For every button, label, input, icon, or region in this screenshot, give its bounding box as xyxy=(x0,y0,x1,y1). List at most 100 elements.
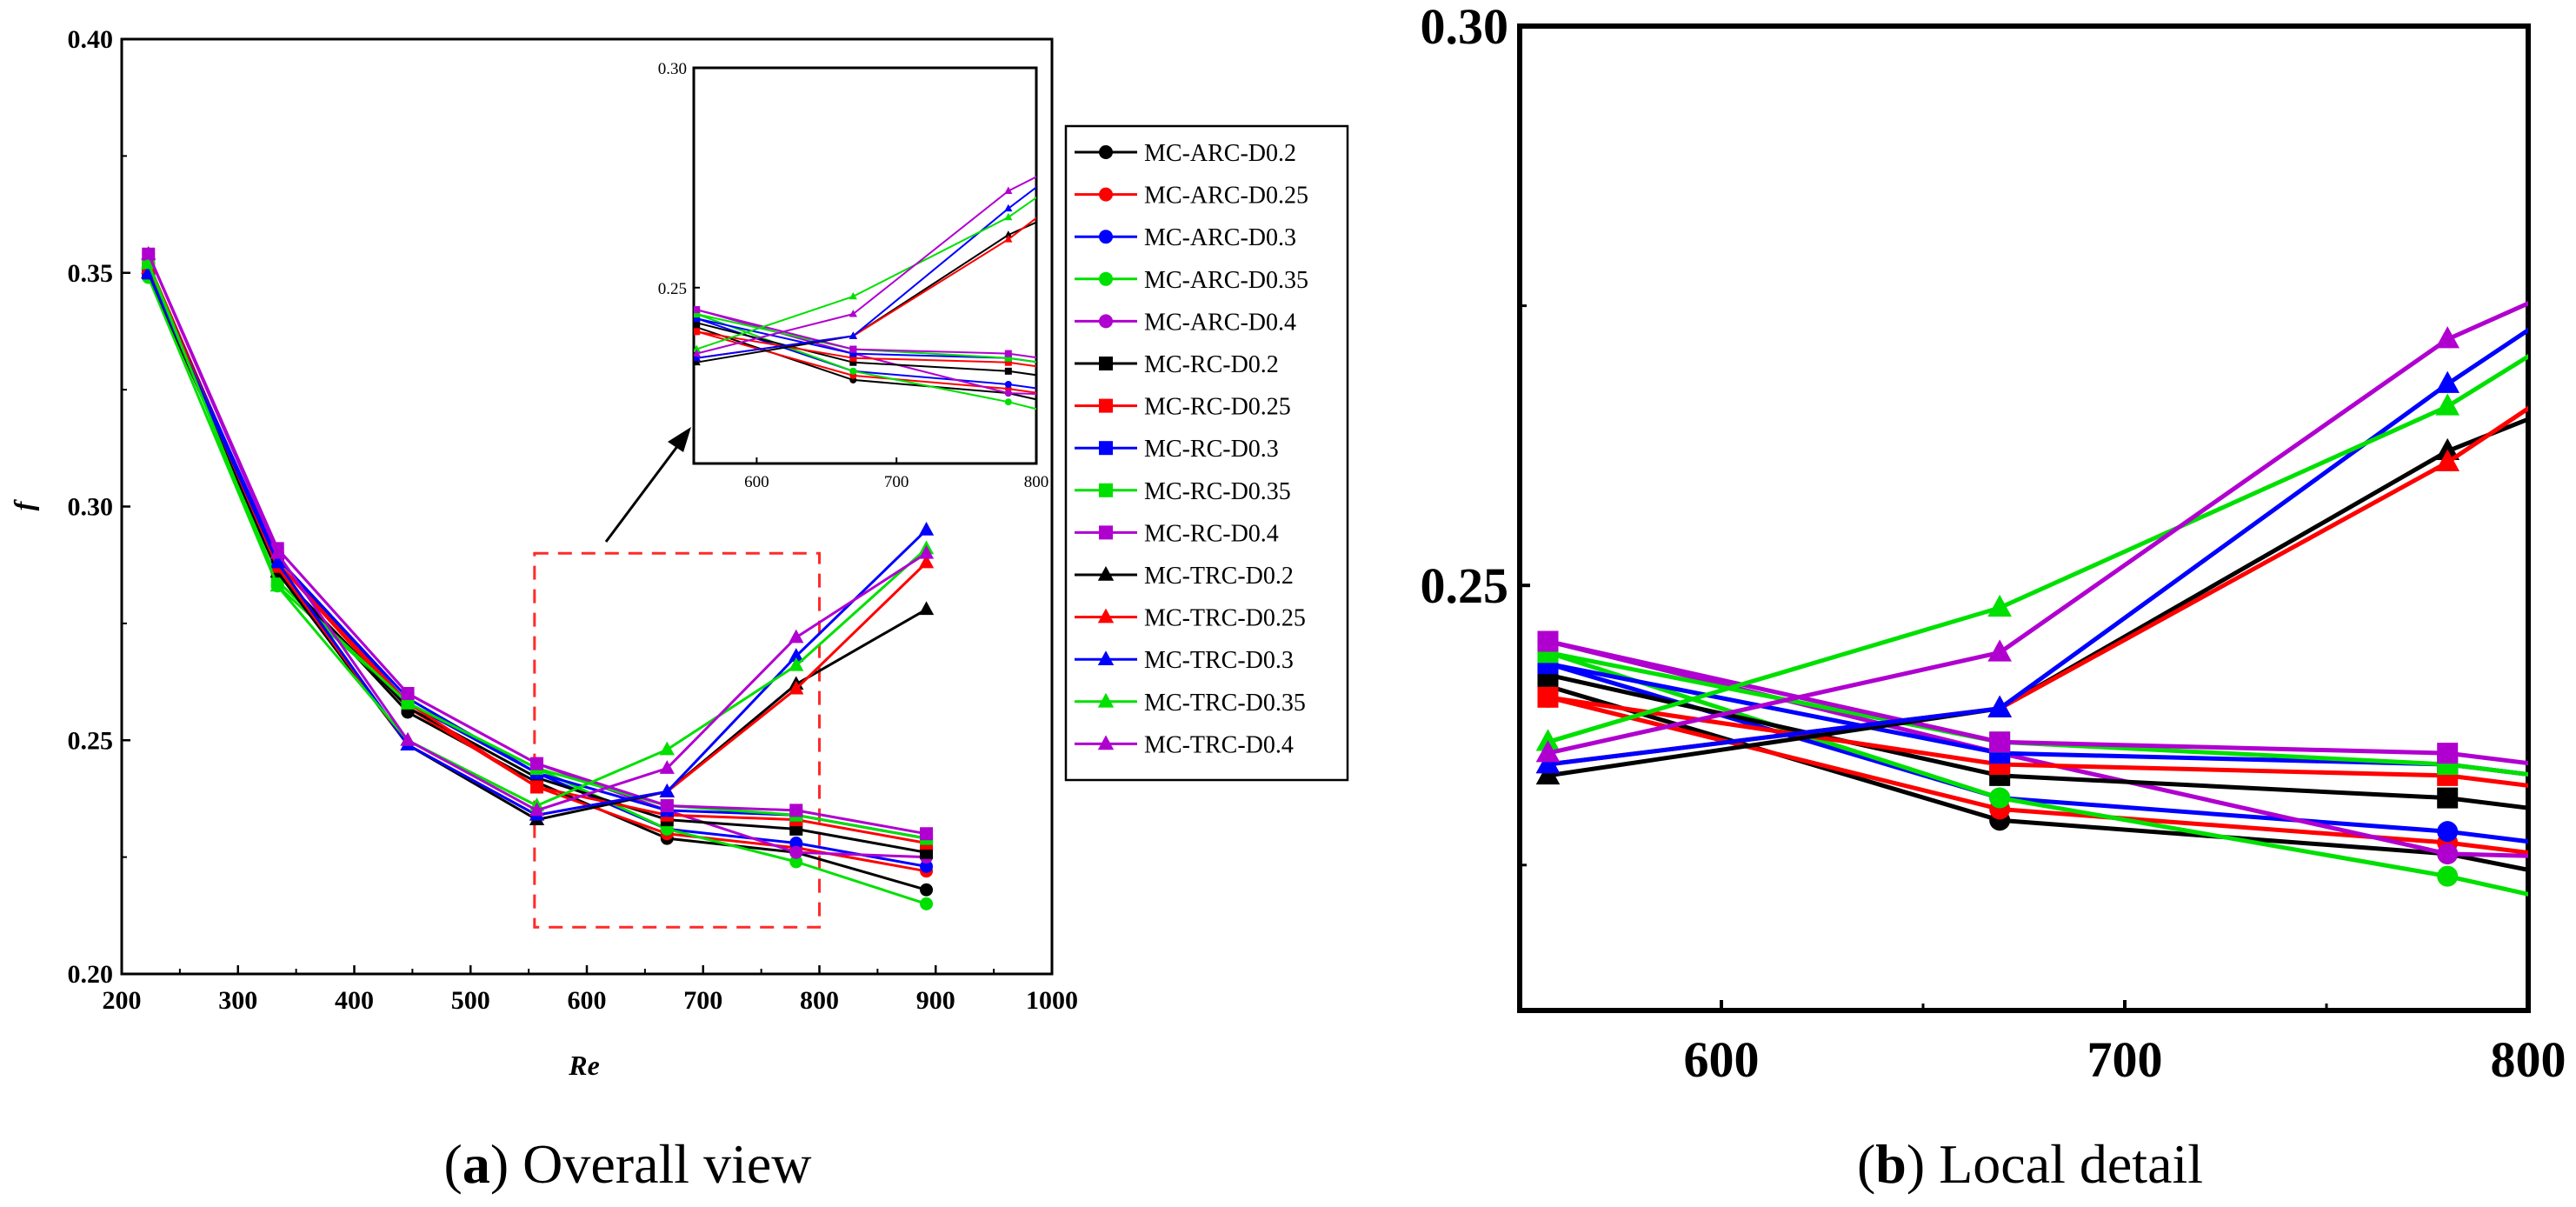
a-point-MC-TRC-D0.4-3 xyxy=(529,802,545,817)
a-point-MC-TRC-D0.2-6 xyxy=(918,601,935,616)
a-xtick-label: 200 xyxy=(103,986,142,1015)
legend-marker xyxy=(1099,483,1113,497)
legend-item: MC-TRC-D0.4 xyxy=(1075,731,1294,758)
legend-item: MC-RC-D0.25 xyxy=(1075,394,1291,421)
inset-point-MC-ARC-D0.35-2 xyxy=(1004,398,1012,406)
inset-point-MC-RC-D0.3-1 xyxy=(849,350,857,357)
legend-marker xyxy=(1097,650,1115,665)
legend-label: MC-ARC-D0.3 xyxy=(1144,224,1296,251)
b-point-MC-TRC-D0.3-2 xyxy=(2435,370,2460,393)
legend-item: MC-ARC-D0.3 xyxy=(1075,224,1296,251)
inset-ytick-label: 0.25 xyxy=(658,280,687,298)
b-line-MC-RC-D0.2 xyxy=(1547,672,2528,810)
a-point-MC-TRC-D0.35-5 xyxy=(789,657,804,671)
legend-marker xyxy=(1099,230,1113,244)
legend-label: MC-ARC-D0.35 xyxy=(1144,267,1308,294)
inset-point-MC-RC-D0.25-1 xyxy=(849,354,857,362)
legend-label: MC-ARC-D0.2 xyxy=(1144,140,1296,167)
a-point-MC-TRC-D0.3-4 xyxy=(659,784,675,797)
b-point-MC-TRC-D0.3-0 xyxy=(1535,751,1561,774)
panel-b-caption-text: Local detail xyxy=(1939,1133,2203,1195)
b-xtick-label: 700 xyxy=(2087,1031,2163,1088)
b-xtick-label: 800 xyxy=(2491,1031,2566,1088)
inset-point-MC-TRC-D0.4-1 xyxy=(849,310,857,317)
a-point-MC-TRC-D0.4-4 xyxy=(659,760,675,774)
a-point-MC-RC-D0.4-4 xyxy=(660,799,674,812)
legend-item: MC-ARC-D0.2 xyxy=(1075,140,1296,167)
panel-b-plot-frame xyxy=(1517,23,2531,1013)
a-point-MC-TRC-D0.4-5 xyxy=(789,629,804,644)
legend-marker xyxy=(1099,357,1113,370)
inset-point-MC-TRC-D0.3-2 xyxy=(1004,203,1013,212)
legend-marker xyxy=(1097,735,1115,750)
legend-label: MC-TRC-D0.4 xyxy=(1144,731,1294,758)
inset-point-MC-RC-D0.4-1 xyxy=(849,345,857,353)
inset-point-MC-TRC-D0.35-3 xyxy=(1161,103,1168,110)
b-point-MC-ARC-D0.3-2 xyxy=(2437,821,2459,843)
a-point-MC-RC-D0.4-2 xyxy=(401,687,415,700)
b-series-MC-TRC-D0.3 xyxy=(1535,327,2528,774)
legend-label: MC-TRC-D0.2 xyxy=(1144,563,1294,590)
inset-point-MC-TRC-D0.35-0 xyxy=(694,344,701,352)
legend-item: MC-TRC-D0.2 xyxy=(1075,563,1294,590)
panel-a-xlabel: Re xyxy=(568,1050,600,1081)
inset-point-MC-ARC-D0.35-1 xyxy=(849,367,857,375)
a-point-MC-TRC-D0.25-6 xyxy=(918,554,935,569)
inset-point-MC-ARC-D0.4-2 xyxy=(1004,390,1012,397)
legend-marker xyxy=(1097,692,1115,708)
inset-series-MC-RC-D0.4 xyxy=(694,306,1036,359)
panel-a-inset: 600 700 800 0.25 0.30 xyxy=(658,60,1168,491)
panel-b-chart: 600 700 800 0.25 0.30 (b) Local detail xyxy=(1421,0,2566,1195)
a-point-MC-TRC-D0.35-1 xyxy=(270,577,285,592)
b-line-MC-RC-D0.25 xyxy=(1548,695,2528,788)
a-series-MC-TRC-D0.4 xyxy=(141,245,935,817)
panel-a-caption-letter: a xyxy=(463,1133,490,1195)
b-point-MC-RC-D0.2-2 xyxy=(2437,787,2459,809)
legend-marker xyxy=(1099,145,1113,159)
inset-line-MC-RC-D0.25 xyxy=(696,330,1036,368)
legend-item: MC-TRC-D0.25 xyxy=(1075,605,1306,632)
a-point-MC-TRC-D0.4-2 xyxy=(400,731,416,746)
a-ytick-label: 0.25 xyxy=(68,726,114,755)
inset-xtick-label: 800 xyxy=(1024,473,1049,491)
inset-point-MC-TRC-D0.2-2 xyxy=(1004,230,1013,238)
a-point-MC-ARC-D0.35-5 xyxy=(789,855,803,869)
a-point-MC-RC-D0.4-5 xyxy=(789,804,803,817)
inset-point-MC-TRC-D0.3-1 xyxy=(849,331,857,339)
a-xtick-label: 800 xyxy=(800,986,839,1015)
b-point-MC-ARC-D0.35-2 xyxy=(2437,865,2459,887)
legend-item: MC-RC-D0.4 xyxy=(1075,520,1279,547)
inset-series-MC-RC-D0.2 xyxy=(694,319,1036,377)
b-ytick-label: 0.30 xyxy=(1421,0,1509,55)
panel-b-caption: (b) Local detail xyxy=(1857,1133,2203,1195)
a-point-MC-TRC-D0.4-6 xyxy=(918,544,935,559)
a-xtick-label: 400 xyxy=(335,986,374,1015)
inset-frame xyxy=(692,66,1038,465)
inset-point-MC-RC-D0.25-0 xyxy=(694,328,701,336)
panel-a-series xyxy=(141,245,935,910)
a-point-MC-TRC-D0.3-6 xyxy=(918,522,935,536)
inset-line-MC-TRC-D0.3 xyxy=(696,186,1036,359)
inset-ytick-label: 0.30 xyxy=(658,60,687,78)
a-point-MC-ARC-D0.35-6 xyxy=(920,897,934,910)
b-line-MC-TRC-D0.4 xyxy=(1547,301,2528,756)
b-point-MC-RC-D0.25-0 xyxy=(1537,686,1559,708)
legend-label: MC-RC-D0.2 xyxy=(1144,351,1279,378)
a-xtick-label: 300 xyxy=(218,986,257,1015)
inset-series-MC-TRC-D0.35 xyxy=(694,103,1168,352)
legend-label: MC-TRC-D0.35 xyxy=(1144,690,1306,717)
zoom-arrow-head-icon xyxy=(668,427,691,452)
a-point-MC-TRC-D0.4-1 xyxy=(270,544,285,559)
inset-line-MC-TRC-D0.4 xyxy=(696,176,1036,355)
legend-label: MC-RC-D0.3 xyxy=(1144,436,1279,463)
b-point-MC-RC-D0.4-1 xyxy=(1989,731,2011,753)
a-point-MC-TRC-D0.25-5 xyxy=(789,680,804,695)
a-ytick-label: 0.35 xyxy=(68,259,114,288)
b-point-MC-TRC-D0.2-2 xyxy=(2435,437,2460,461)
b-point-MC-TRC-D0.2-0 xyxy=(1535,762,1561,785)
inset-point-MC-RC-D0.4-2 xyxy=(1004,350,1012,357)
legend-label: MC-RC-D0.35 xyxy=(1144,478,1291,505)
b-line-MC-RC-D0.3 xyxy=(1548,661,2528,777)
b-point-MC-TRC-D0.35-0 xyxy=(1535,729,1561,751)
b-series-MC-RC-D0.4 xyxy=(1537,630,2528,766)
